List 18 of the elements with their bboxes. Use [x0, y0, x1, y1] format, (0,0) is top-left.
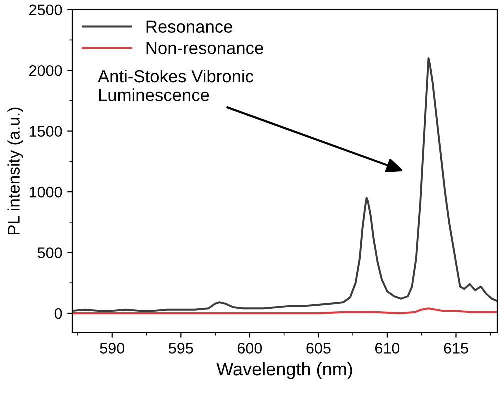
annotation: Anti-Stokes Vibronic Luminescence — [98, 70, 254, 102]
x-tick-label: 590 — [100, 343, 125, 354]
x-tick-label: 615 — [444, 343, 468, 354]
x-tick-label: 605 — [306, 343, 331, 354]
legend-label: Resonance — [146, 20, 232, 34]
x-tick-label: 595 — [169, 343, 194, 354]
line-series — [72, 57, 498, 312]
y-tick-label: 2500 — [30, 4, 62, 16]
y-axis-title: PL intensity (a.u.) — [8, 108, 24, 235]
legend-label: Non-resonance — [146, 42, 264, 54]
y-tick-label: 1500 — [30, 126, 62, 137]
y-tick-label: 500 — [38, 248, 62, 258]
y-tick-label: 0 — [54, 308, 62, 320]
y-tick-label: 1000 — [30, 186, 62, 198]
x-tick-label: 610 — [376, 343, 400, 354]
y-tick-label: 2000 — [30, 65, 62, 76]
x-tick-label: 600 — [238, 343, 262, 354]
x-axis-title: Wavelength (nm) — [216, 362, 352, 380]
